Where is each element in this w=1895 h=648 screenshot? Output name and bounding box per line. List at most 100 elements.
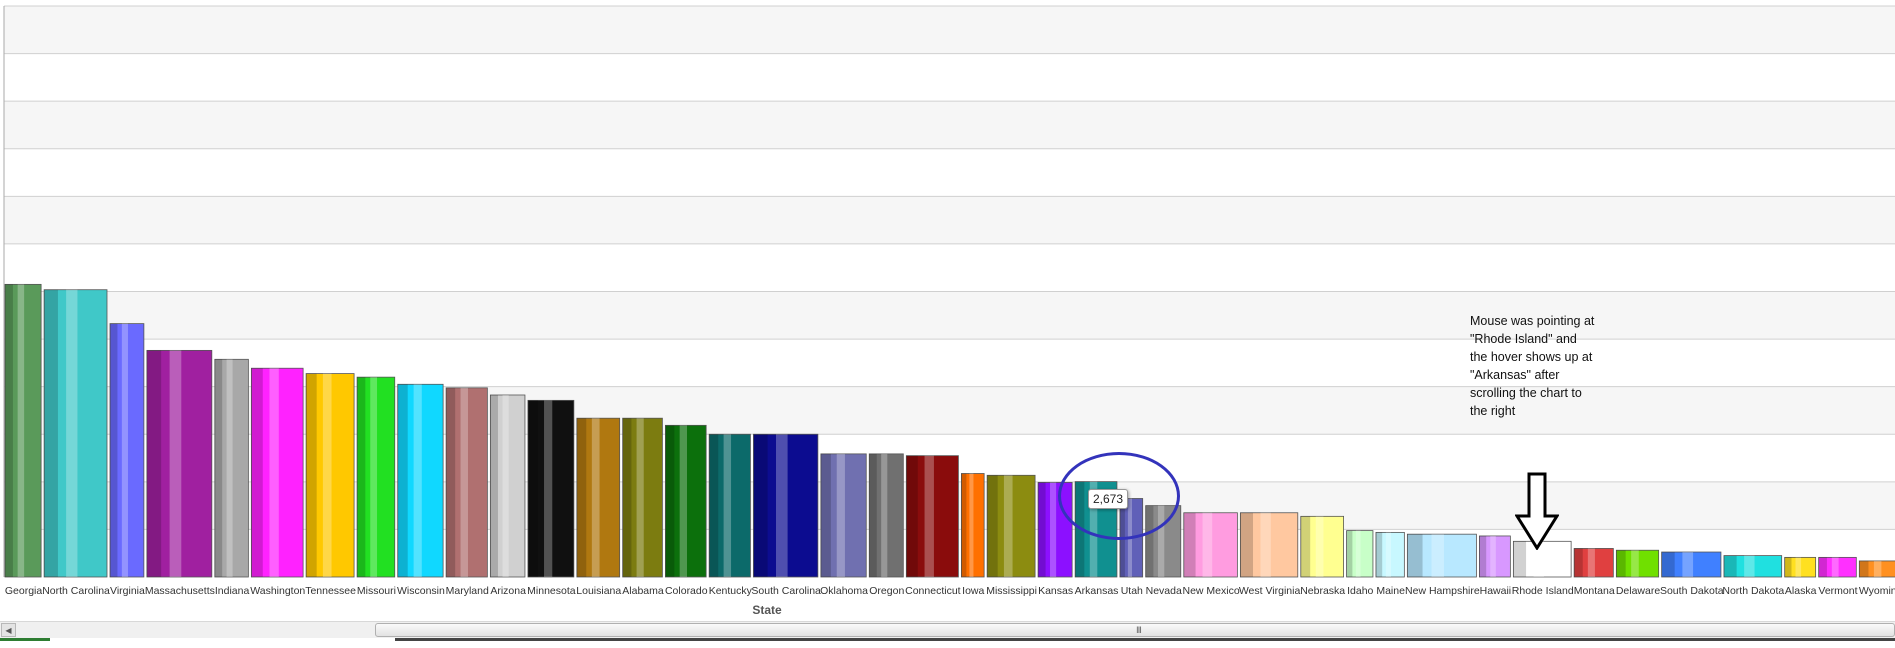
- bar-montana[interactable]: [1573, 548, 1614, 578]
- bar-shade: [214, 359, 223, 577]
- bar-arizona[interactable]: [489, 394, 526, 578]
- grid-band: [4, 243, 1895, 292]
- scroll-left-button[interactable]: ◀: [1, 623, 16, 637]
- x-tick-label: Wisconsin: [397, 585, 445, 597]
- bar-oregon[interactable]: [868, 453, 904, 578]
- bar-south-dakota[interactable]: [1661, 551, 1722, 578]
- grid-band: [4, 196, 1895, 244]
- bar-mississippi[interactable]: [986, 474, 1036, 578]
- bar-gloss: [169, 350, 182, 577]
- x-tick-label: North Carolina: [42, 585, 110, 597]
- bar-shade: [1818, 557, 1827, 577]
- x-tick-label: New Mexico: [1182, 585, 1239, 597]
- bar-gloss: [1355, 530, 1361, 577]
- bar-shade: [357, 377, 366, 577]
- x-tick-label: Missouri: [357, 585, 396, 597]
- x-tick-label: Alaska: [1785, 585, 1817, 597]
- bar-shade: [622, 418, 632, 577]
- bar-tennessee[interactable]: [305, 373, 355, 578]
- bar-gloss: [1873, 560, 1882, 577]
- bar-alaska[interactable]: [1784, 556, 1817, 578]
- x-tick-label: Nevada: [1146, 585, 1182, 597]
- annotation-note: Mouse was pointing at "Rhode Island" and…: [1470, 314, 1595, 418]
- bar-shade: [251, 368, 263, 577]
- bar-idaho[interactable]: [1346, 530, 1374, 578]
- bar-shade: [961, 473, 967, 577]
- bar-washington[interactable]: [250, 367, 304, 578]
- x-tick-label: West Virginia: [1239, 585, 1301, 597]
- bar-gloss: [1831, 557, 1839, 577]
- bar-shade: [146, 350, 162, 577]
- bar-oklahoma[interactable]: [820, 453, 867, 578]
- bar-north-dakota[interactable]: [1723, 555, 1783, 578]
- x-tick-label: Colorado: [665, 585, 708, 597]
- grid-band: [4, 101, 1895, 149]
- x-tick-label: Alabama: [622, 585, 664, 597]
- bar-iowa[interactable]: [961, 473, 985, 578]
- x-tick-label: North Dakota: [1722, 585, 1784, 597]
- scroll-thumb[interactable]: III: [375, 623, 1895, 637]
- x-tick-label: Utah: [1121, 585, 1143, 597]
- bar-gloss: [370, 377, 378, 577]
- bar-north-carolina[interactable]: [43, 289, 108, 578]
- bar-gloss: [1385, 532, 1392, 577]
- bar-south-carolina[interactable]: [753, 433, 819, 578]
- bar-shade: [753, 434, 768, 577]
- bar-maine[interactable]: [1375, 531, 1405, 578]
- bar-shade: [1407, 534, 1423, 577]
- bar-connecticut[interactable]: [905, 455, 959, 578]
- bar-shade: [1300, 516, 1311, 577]
- bar-shade: [1183, 512, 1196, 577]
- bar-shade: [1513, 541, 1527, 577]
- bar-gloss: [269, 368, 279, 577]
- bar-new-hampshire[interactable]: [1406, 533, 1477, 578]
- grid-band: [4, 148, 1895, 197]
- bar-gloss: [1003, 475, 1013, 577]
- horizontal-scrollbar[interactable]: ◀ III: [0, 621, 1895, 639]
- bar-kentucky[interactable]: [708, 433, 751, 578]
- bar-georgia[interactable]: [4, 283, 42, 578]
- bar-indiana[interactable]: [214, 358, 249, 578]
- bar-gloss: [17, 284, 25, 577]
- x-tick-label: Montana: [1574, 585, 1615, 597]
- bar-shade: [1574, 548, 1583, 577]
- bar-gloss: [591, 418, 600, 577]
- bar-gloss: [1795, 557, 1802, 577]
- bar-shade: [446, 387, 456, 577]
- bar-shade: [1375, 532, 1383, 577]
- bar-shade: [869, 453, 877, 577]
- bar-gloss: [969, 473, 974, 577]
- bar-gloss: [723, 434, 732, 577]
- bar-new-mexico[interactable]: [1183, 512, 1238, 578]
- bar-nebraska[interactable]: [1300, 515, 1344, 578]
- bar-missouri[interactable]: [356, 376, 396, 578]
- x-tick-label: New Hampshire: [1405, 585, 1480, 597]
- bar-maryland[interactable]: [445, 387, 488, 578]
- bar-massachusetts[interactable]: [146, 349, 213, 578]
- x-tick-label: South Dakota: [1660, 585, 1724, 597]
- bar-gloss: [226, 359, 233, 577]
- bar-colorado[interactable]: [665, 424, 707, 578]
- x-tick-label: Wyoming: [1859, 585, 1895, 597]
- bar-wisconsin[interactable]: [397, 383, 444, 578]
- bar-wyoming[interactable]: [1858, 560, 1895, 578]
- bar-louisiana[interactable]: [576, 417, 621, 578]
- bar-vermont[interactable]: [1818, 556, 1857, 578]
- bar-minnesota[interactable]: [527, 399, 575, 578]
- down-arrow-icon: [1515, 472, 1559, 550]
- bar-shade: [820, 453, 831, 577]
- bar-shade: [110, 323, 118, 577]
- bar-virginia[interactable]: [109, 323, 145, 578]
- x-tick-label: Louisiana: [576, 585, 621, 597]
- scroll-left-arrow-icon: ◀: [5, 625, 12, 635]
- bar-shade: [665, 425, 675, 577]
- bar-shade: [1145, 505, 1154, 577]
- x-tick-label: Tennessee: [305, 585, 356, 597]
- bar-rhode-island[interactable]: [1512, 540, 1572, 578]
- bar-alabama[interactable]: [622, 417, 663, 578]
- bar-west-virginia[interactable]: [1239, 512, 1299, 578]
- bar-delaware[interactable]: [1615, 549, 1660, 578]
- bar-gloss: [775, 434, 788, 577]
- bar-shade: [397, 384, 408, 577]
- bar-hawaii[interactable]: [1479, 535, 1511, 578]
